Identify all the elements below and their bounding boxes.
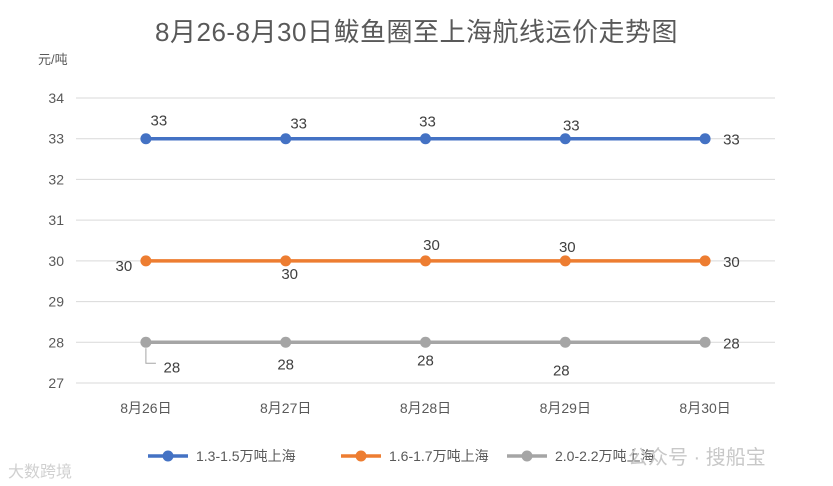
data-label: 28 bbox=[417, 352, 434, 369]
data-point bbox=[140, 133, 152, 145]
data-label: 28 bbox=[553, 362, 570, 379]
y-tick-label: 29 bbox=[48, 294, 64, 310]
data-label: 28 bbox=[164, 359, 181, 376]
legend-marker bbox=[162, 450, 174, 462]
data-label: 30 bbox=[559, 239, 576, 256]
y-tick-label: 34 bbox=[48, 90, 64, 106]
data-point bbox=[559, 133, 571, 145]
data-point bbox=[420, 255, 431, 267]
data-point bbox=[699, 255, 711, 267]
data-point bbox=[559, 255, 571, 267]
y-tick-label: 28 bbox=[48, 334, 64, 350]
data-label: 30 bbox=[723, 254, 740, 271]
data-point bbox=[280, 255, 292, 267]
data-label: 30 bbox=[423, 237, 440, 254]
data-label: 28 bbox=[723, 335, 740, 352]
legend-label: 1.6-1.7万吨上海 bbox=[389, 448, 489, 464]
data-label-leader bbox=[145, 348, 156, 364]
data-point bbox=[280, 336, 292, 348]
data-point bbox=[420, 133, 431, 145]
legend-marker bbox=[521, 450, 533, 462]
y-tick-label: 30 bbox=[48, 253, 64, 269]
data-label: 33 bbox=[723, 132, 740, 149]
data-label: 28 bbox=[277, 356, 294, 373]
data-label: 33 bbox=[290, 116, 307, 133]
data-point bbox=[140, 255, 152, 267]
data-point bbox=[559, 336, 571, 348]
data-point bbox=[420, 336, 431, 348]
chart-title: 8月26-8月30日鲅鱼圈至上海航线运价走势图 bbox=[155, 17, 678, 47]
data-label: 33 bbox=[563, 118, 580, 135]
legend-marker bbox=[355, 450, 367, 462]
legend-label: 2.0-2.2万吨上海 bbox=[555, 448, 655, 464]
x-tick-label: 8月26日 bbox=[120, 400, 171, 416]
data-label: 33 bbox=[151, 113, 168, 130]
data-point bbox=[699, 133, 711, 145]
watermark-right: 公众号 · 搜船宝 bbox=[628, 447, 766, 469]
y-tick-label: 32 bbox=[48, 171, 64, 187]
x-tick-label: 8月30日 bbox=[679, 400, 730, 416]
y-tick-label: 31 bbox=[48, 212, 64, 228]
x-tick-label: 8月28日 bbox=[400, 400, 451, 416]
watermark-left: 大数跨境 bbox=[8, 464, 73, 481]
legend-label: 1.3-1.5万吨上海 bbox=[196, 448, 296, 464]
data-point bbox=[280, 133, 292, 145]
y-tick-label: 27 bbox=[48, 375, 64, 391]
data-label: 33 bbox=[419, 114, 436, 131]
y-tick-label: 33 bbox=[48, 131, 64, 147]
data-label: 30 bbox=[116, 258, 133, 275]
data-point bbox=[699, 336, 711, 348]
data-point bbox=[140, 336, 152, 348]
data-label: 30 bbox=[281, 266, 298, 283]
x-tick-label: 8月27日 bbox=[260, 400, 311, 416]
x-tick-label: 8月29日 bbox=[540, 400, 591, 416]
y-axis-unit: 元/吨 bbox=[38, 52, 68, 67]
